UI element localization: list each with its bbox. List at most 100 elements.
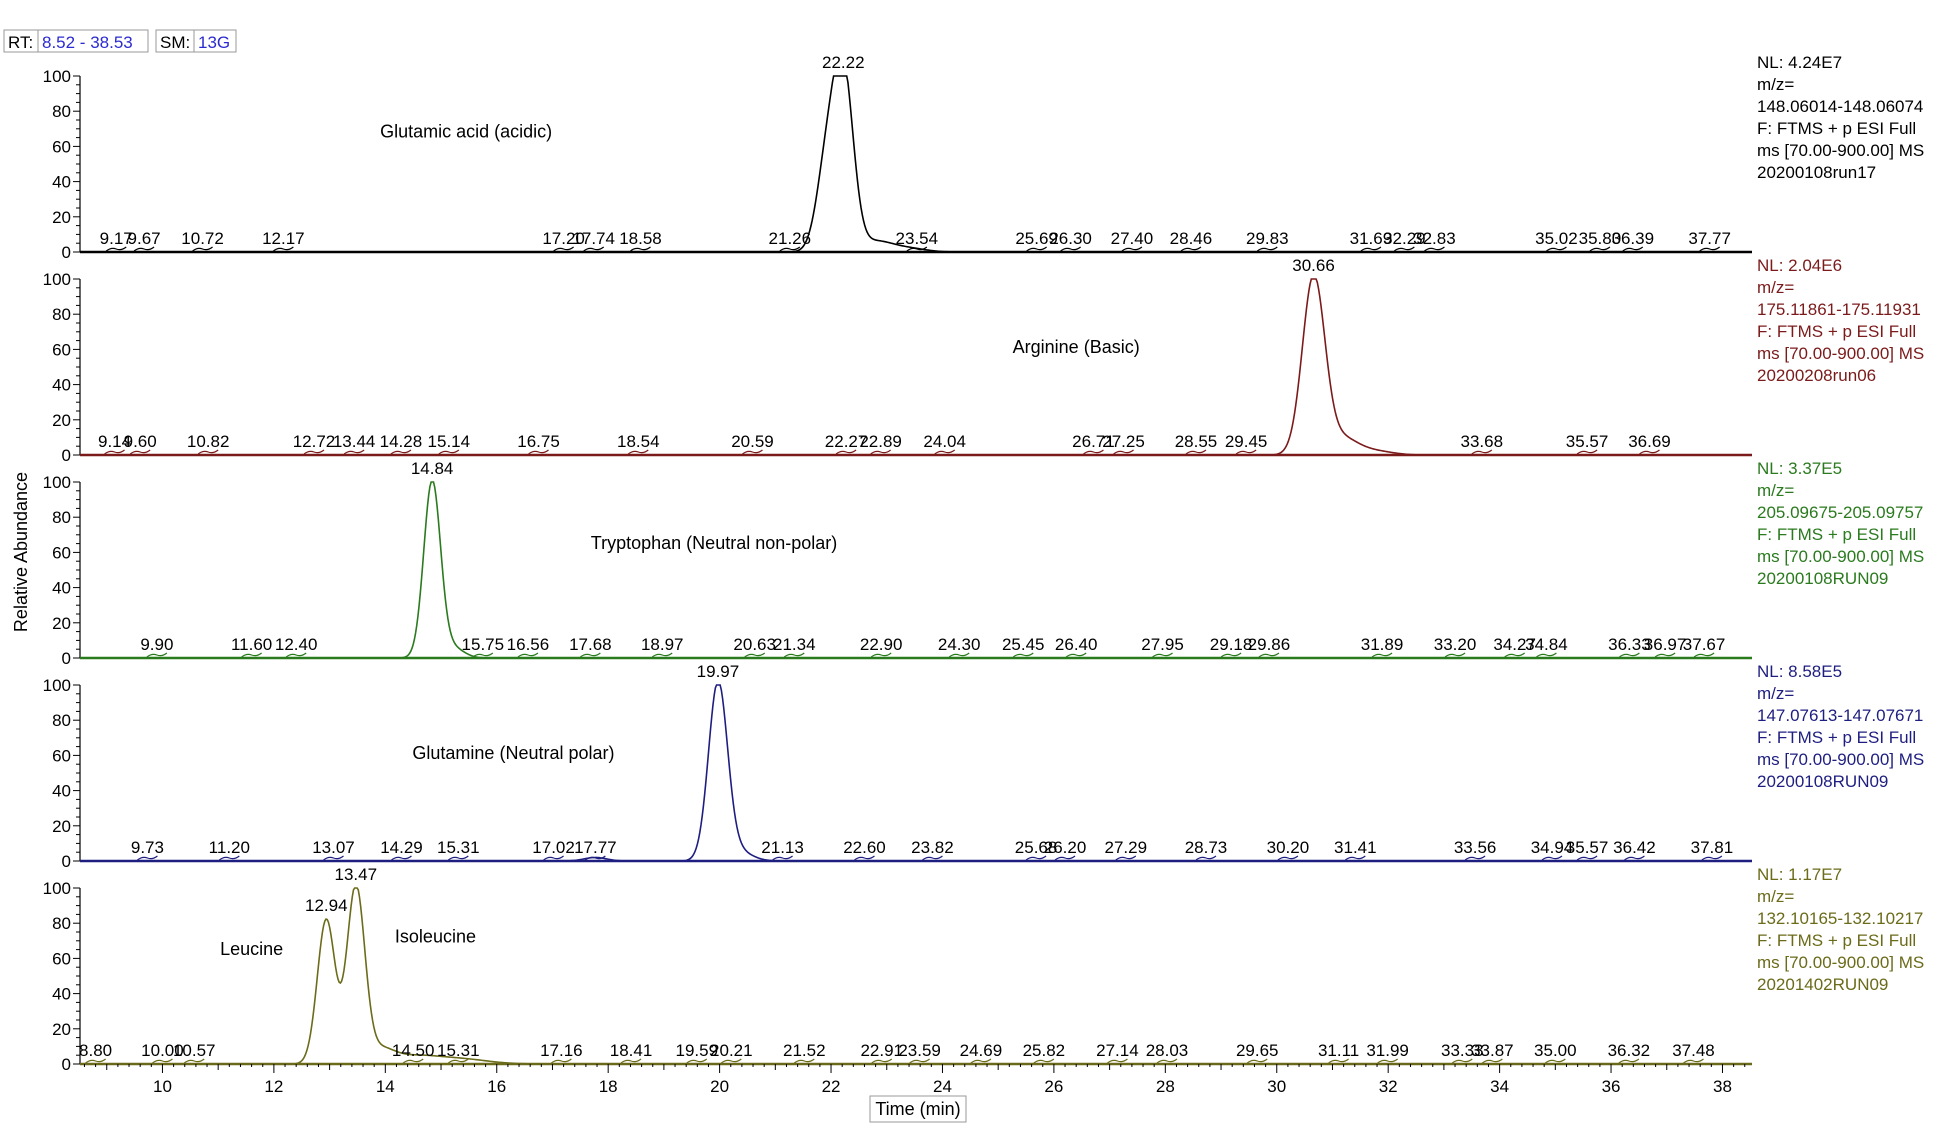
noise-wiggle [402, 1058, 424, 1064]
noise-wiggle [1654, 652, 1676, 658]
noise-wiggle [584, 855, 606, 861]
peak-rt-label: 29.45 [1225, 432, 1268, 451]
peak-rt-label: 20.59 [731, 432, 774, 451]
noise-wiggle [1235, 449, 1257, 455]
noise-wiggle [686, 1058, 708, 1064]
y-tick-label: 0 [62, 649, 71, 668]
noise-wiggle [183, 1058, 205, 1064]
chromatogram-trace [80, 887, 1752, 1065]
y-tick-label: 20 [52, 1020, 71, 1039]
noise-wiggle [447, 1058, 469, 1064]
y-tick-label: 0 [62, 446, 71, 465]
noise-wiggle [1156, 1058, 1178, 1064]
noise-wiggle [391, 855, 412, 861]
peak-rt-label: 36.32 [1608, 1041, 1651, 1060]
noise-wiggle [1576, 855, 1598, 861]
x-axis: 10 12 14 16 18 20 22 24 26 28 30 32 34 36 38 [83, 1064, 1746, 1123]
peak-rt-label: 22.90 [860, 635, 903, 654]
x-tick-label: 16 [487, 1077, 506, 1096]
y-tick-label: 20 [52, 208, 71, 227]
peak-rt-label: 34.94 [1531, 838, 1574, 857]
peak-rt-label: 12.40 [275, 635, 318, 654]
noise-wiggle [1328, 1058, 1349, 1064]
noise-wiggle [744, 652, 766, 658]
noise-wiggle [1536, 652, 1557, 658]
noise-wiggle [1113, 449, 1134, 455]
scan-info-line: F: FTMS + p ESI Full [1757, 728, 1916, 747]
peak-rt-label: 33.33 [1441, 1041, 1484, 1060]
peak-rt-label: 22.89 [859, 432, 902, 451]
peak-rt-label: 21.26 [769, 229, 812, 248]
peak-rt-label: 31.99 [1366, 1041, 1409, 1060]
peak-rt-label: 33.56 [1454, 838, 1497, 857]
peak-rt-label: 28.46 [1170, 229, 1213, 248]
scan-info-line: NL: 4.24E7 [1757, 53, 1842, 72]
peak-rt-label: 24.04 [923, 432, 966, 451]
noise-wiggle [1012, 652, 1034, 658]
noise-wiggle [133, 246, 155, 252]
peak-rt-label: 31.11 [1318, 1041, 1359, 1060]
chromatogram-trace [80, 278, 1752, 456]
peak-rt-label: 26.30 [1049, 229, 1092, 248]
y-tick-label: 20 [52, 817, 71, 836]
peak-rt-label: 27.29 [1104, 838, 1147, 857]
x-tick-label: 24 [933, 1077, 952, 1096]
chromatogram-panel: 0 20 40 60 80 100 9.90 11.60 12.40 14.84 15.75 16.5… [43, 459, 1925, 668]
scan-info-line: 148.06014-148.06074 [1757, 97, 1923, 116]
x-axis-title-box [869, 1095, 967, 1123]
noise-wiggle [620, 1058, 642, 1064]
peak-rt-label: 32.29 [1383, 229, 1426, 248]
y-tick-label: 60 [52, 340, 71, 359]
peak-rt-label: 8.80 [79, 1041, 112, 1060]
noise-wiggle [1624, 855, 1645, 861]
y-tick-label: 80 [52, 305, 71, 324]
y-tick-label: 20 [52, 411, 71, 430]
peak-rt-label: 28.03 [1146, 1041, 1189, 1060]
noise-wiggle [1083, 449, 1104, 455]
noise-wiggle [1701, 855, 1723, 861]
noise-wiggle [553, 246, 574, 252]
peak-rt-label: 14.28 [380, 432, 423, 451]
peak-rt-label: 15.31 [437, 1041, 480, 1060]
noise-wiggle [783, 652, 805, 658]
noise-wiggle [909, 1058, 930, 1064]
x-tick-label: 12 [264, 1077, 283, 1096]
peak-rt-label: 11.60 [231, 635, 272, 654]
peak-rt-label: 9.73 [131, 838, 164, 857]
scan-info-line: 20200108RUN09 [1757, 569, 1888, 588]
noise-wiggle [583, 246, 605, 252]
sm-value-box[interactable] [193, 29, 237, 53]
peak-rt-label: 35.57 [1566, 838, 1609, 857]
noise-wiggle [105, 246, 127, 252]
noise-wiggle [1121, 246, 1143, 252]
y-tick-label: 80 [52, 102, 71, 121]
noise-wiggle [948, 652, 970, 658]
noise-wiggle [1622, 246, 1644, 252]
chromatogram-panel: 0 20 40 60 80 100 8.80 10.0010.57 12.94 13.47 14.5… [43, 865, 1925, 1074]
noise-wiggle [1033, 1058, 1055, 1064]
peak-rt-label: 17.74 [572, 229, 615, 248]
x-tick-label: 32 [1379, 1077, 1398, 1096]
peak-rt-label: 28.55 [1175, 432, 1218, 451]
noise-wiggle [1277, 855, 1299, 861]
peak-rt-label: 15.31 [437, 838, 480, 857]
noise-wiggle [1471, 449, 1493, 455]
scan-info-line: 205.09675-205.09757 [1757, 503, 1923, 522]
noise-wiggle [1393, 246, 1415, 252]
y-tick-label: 0 [62, 1055, 71, 1074]
x-tick-label: 28 [1156, 1077, 1175, 1096]
noise-wiggle [1025, 855, 1047, 861]
rt-label: RT: [8, 33, 33, 52]
sm-label: SM: [160, 33, 190, 52]
peak-rt-label: 29.18 [1210, 635, 1253, 654]
compound-annotation: Glutamic acid (acidic) [380, 122, 552, 142]
noise-wiggle [1544, 1058, 1566, 1064]
peak-rt-label: 36.33 [1608, 635, 1651, 654]
noise-wiggle [1504, 652, 1526, 658]
rt-value-box[interactable] [37, 29, 149, 53]
peak-rt-label: 22.27 [825, 432, 868, 451]
noise-wiggle [970, 1058, 992, 1064]
y-tick-label: 60 [52, 137, 71, 156]
peak-rt-label: 35.57 [1566, 432, 1609, 451]
